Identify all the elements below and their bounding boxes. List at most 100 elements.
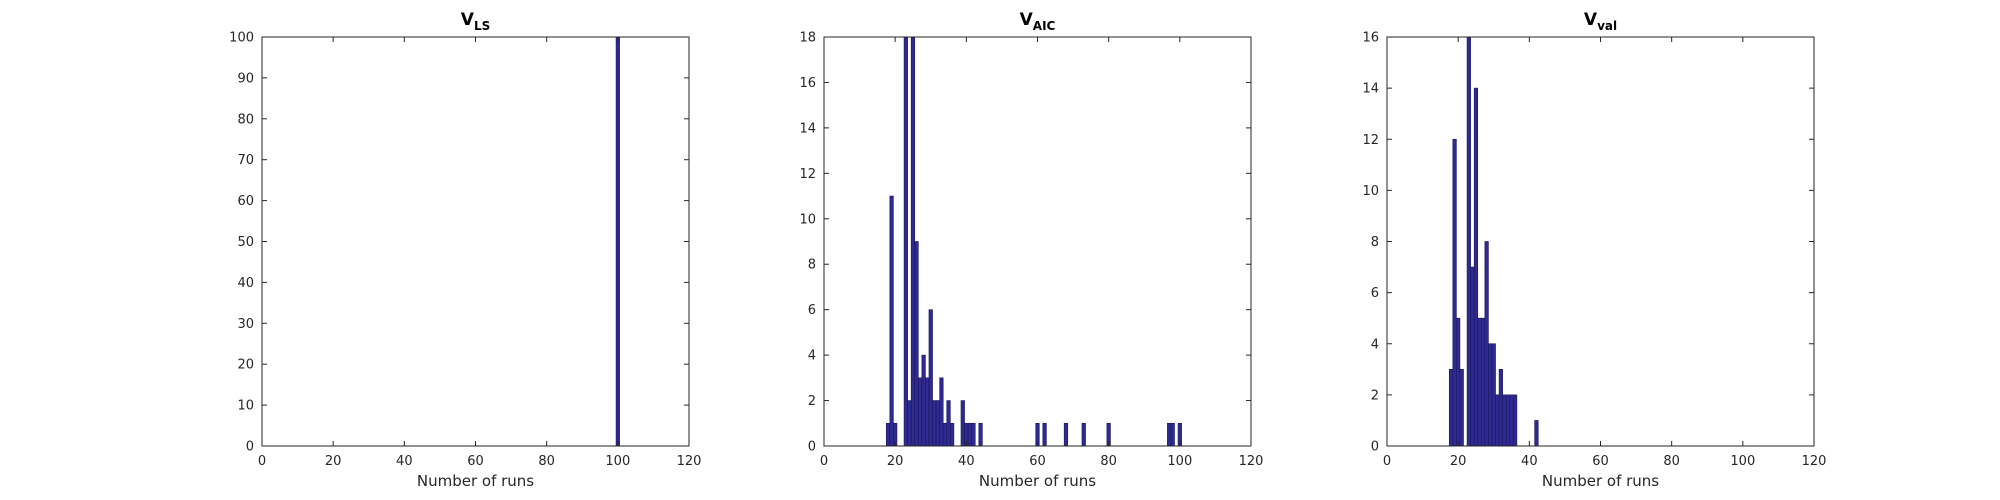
histogram-bar (1498, 369, 1503, 447)
histogram-bar (1495, 394, 1500, 447)
y-tick-label: 14 (799, 121, 816, 136)
chart-title-main: V (1584, 10, 1598, 30)
y-tick-label: 40 (237, 276, 254, 291)
chart-title-subscript: val (1597, 19, 1617, 33)
histogram-bar (1459, 369, 1464, 447)
x-tick-label: 40 (1521, 454, 1538, 469)
y-tick-label: 12 (799, 167, 816, 182)
histogram-bar (1534, 420, 1539, 447)
histogram-bar (1480, 317, 1486, 447)
y-tick-label: 10 (1362, 184, 1379, 199)
x-tick-label: 80 (1100, 454, 1117, 469)
histogram-bar (1491, 343, 1496, 447)
chart-title: VLS (461, 10, 490, 33)
histogram-bar (1170, 422, 1175, 447)
y-tick-label: 6 (1371, 286, 1379, 301)
y-tick-label: 18 (799, 31, 816, 46)
y-tick-label: 2 (808, 394, 816, 409)
histogram-bar (932, 400, 937, 447)
histogram-bar (960, 400, 965, 447)
y-tick-label: 2 (1371, 388, 1379, 403)
histogram-bar (914, 241, 919, 447)
x-tick-label: 20 (325, 454, 342, 469)
histogram-bar (971, 422, 976, 447)
chart-title-subscript: LS (474, 19, 490, 33)
x-axis-label: Number of runs (417, 472, 534, 490)
histogram-bar (1502, 394, 1507, 447)
histogram-bar (1477, 317, 1482, 447)
y-tick-label: 0 (808, 440, 816, 455)
histogram-bar (978, 422, 983, 447)
histogram-bar (1081, 422, 1086, 447)
histogram-bar (939, 377, 944, 447)
y-tick-label: 100 (229, 31, 254, 46)
histogram-bar (942, 422, 948, 447)
y-tick-label: 30 (237, 317, 254, 332)
histogram-panel-2: 0 20 40 60 80 100 120 0 2 4 6 8 10 12 14 16 18 Number of … (799, 10, 1263, 490)
histogram-panel-3: 0 20 40 60 80 100 120 0 2 4 6 8 10 12 14 16 Number of ru… (1362, 10, 1826, 490)
histogram-bar (615, 36, 620, 447)
y-tick-label: 14 (1362, 82, 1379, 97)
x-tick-label: 0 (1383, 454, 1391, 469)
chart-title: Vval (1584, 10, 1617, 33)
y-tick-label: 70 (237, 153, 254, 168)
histogram-bar (1452, 138, 1457, 447)
x-tick-label: 120 (677, 454, 702, 469)
histogram-bar (925, 377, 930, 447)
x-tick-label: 80 (1663, 454, 1680, 469)
x-tick-label: 120 (1802, 454, 1827, 469)
x-tick-label: 40 (396, 454, 413, 469)
chart-title-main: V (1020, 10, 1034, 30)
histogram-bar (1042, 422, 1047, 447)
x-tick-label: 0 (820, 454, 828, 469)
histogram-bar (950, 422, 955, 447)
x-tick-label: 100 (605, 454, 630, 469)
histogram-bar (946, 400, 951, 447)
histogram-bar (1466, 36, 1471, 447)
y-tick-label: 10 (799, 212, 816, 227)
y-tick-label: 60 (237, 194, 254, 209)
chart-title-main: V (461, 10, 475, 30)
y-tick-label: 0 (1371, 440, 1379, 455)
y-tick-label: 50 (237, 235, 254, 250)
histogram-bar (1505, 394, 1511, 447)
histogram-bar (1488, 343, 1493, 447)
x-tick-label: 60 (467, 454, 484, 469)
histogram-bar (1513, 394, 1518, 447)
histogram-bar (903, 36, 908, 447)
x-tick-label: 40 (958, 454, 975, 469)
x-axis-label: Number of runs (979, 472, 1096, 490)
y-tick-label: 4 (808, 349, 816, 364)
y-tick-label: 8 (1371, 235, 1379, 250)
histogram-bar (917, 377, 923, 447)
x-tick-label: 100 (1730, 454, 1755, 469)
histogram-bar (921, 354, 926, 447)
histogram-bar (910, 36, 916, 447)
x-tick-label: 80 (538, 454, 555, 469)
y-tick-label: 6 (808, 303, 816, 318)
histogram-bar (1473, 87, 1479, 447)
x-axis-label: Number of runs (1542, 472, 1659, 490)
histogram-bar (1470, 266, 1475, 447)
histogram-bar (1509, 394, 1514, 447)
y-tick-label: 0 (246, 440, 254, 455)
x-tick-label: 100 (1167, 454, 1192, 469)
histogram-bar (907, 400, 912, 447)
y-tick-label: 80 (237, 112, 254, 127)
y-tick-label: 4 (1371, 337, 1379, 352)
histogram-bar (885, 422, 891, 447)
chart-title: VAIC (1020, 10, 1056, 33)
histogram-bar (1063, 422, 1069, 447)
x-tick-label: 20 (1450, 454, 1467, 469)
histogram-bar (1456, 317, 1461, 447)
y-tick-label: 8 (808, 258, 816, 273)
histogram-bar (967, 422, 972, 447)
histogram-bar (928, 309, 933, 447)
y-tick-label: 90 (237, 71, 254, 86)
x-tick-label: 60 (1592, 454, 1609, 469)
histogram-bar (1484, 241, 1489, 447)
histogram-bar (935, 400, 940, 447)
x-tick-label: 120 (1239, 454, 1264, 469)
y-tick-label: 16 (1362, 31, 1379, 46)
